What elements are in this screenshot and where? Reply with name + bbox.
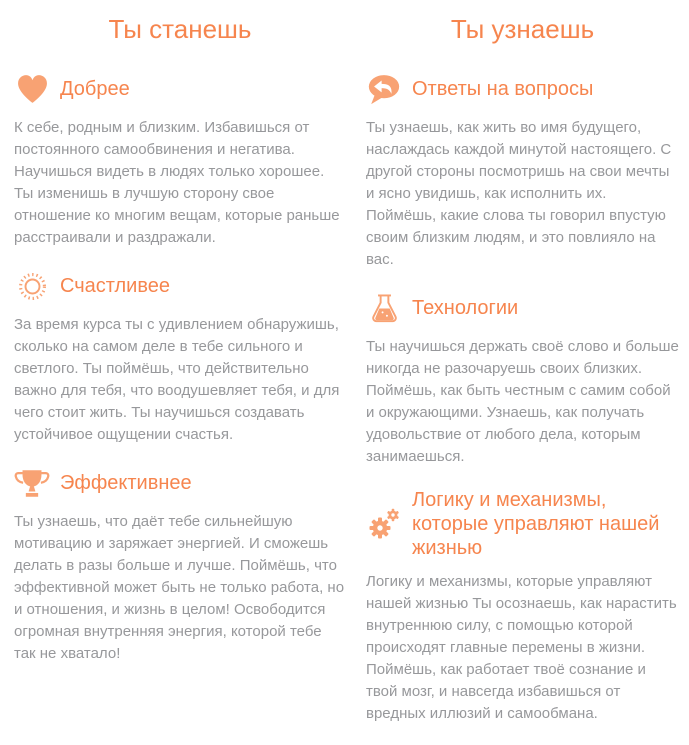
column-title: Ты узнаешь — [450, 14, 595, 44]
section-title: Добрее — [60, 78, 130, 100]
column-you-will-become: Ты станешь Добрее К себе, родным и близк… — [14, 10, 346, 745]
column-you-will-learn: Ты узнаешь Ответы на вопросы Ты узнаешь,… — [366, 10, 679, 745]
section-heading-row: Логику и механизмы, которые управляют на… — [366, 488, 679, 560]
section-body: Логику и механизмы, которые управляют на… — [366, 573, 677, 722]
heart-icon — [14, 74, 50, 104]
section-technologies: Технологии Ты научишься держать своё сло… — [366, 291, 679, 468]
section-title: Технологии — [412, 297, 519, 319]
speech-bubble-reply-icon — [366, 73, 402, 106]
section-title: Ответы на вопросы — [412, 78, 594, 100]
section-more-effective: Эффективнее Ты узнаешь, что даёт тебе си… — [14, 466, 346, 665]
section-body: Ты научишься держать своё слово и больше… — [366, 338, 679, 465]
gears-icon — [366, 507, 402, 541]
section-title: Логику и механизмы, которые управляют на… — [412, 489, 660, 559]
section-body: За время курса ты с удивлением обнаружиш… — [14, 316, 340, 443]
flask-icon — [366, 293, 402, 324]
section-logic-and-mechanisms: Логику и механизмы, которые управляют на… — [366, 488, 679, 725]
section-heading-row: Ответы на вопросы — [366, 72, 679, 106]
section-answers-to-questions: Ответы на вопросы Ты узнаешь, как жить в… — [366, 72, 679, 271]
trophy-icon — [14, 468, 50, 499]
section-title: Эффективнее — [60, 472, 192, 494]
section-heading-row: Счастливее — [14, 269, 346, 303]
sun-icon — [14, 271, 50, 302]
section-body: К себе, родным и близким. Избавишься от … — [14, 119, 340, 246]
column-title: Ты станешь — [108, 14, 252, 44]
section-happier: Счастливее За время курса ты с удивление… — [14, 269, 346, 446]
section-kinder: Добрее К себе, родным и близким. Избавиш… — [14, 72, 346, 249]
section-title: Счастливее — [60, 275, 170, 297]
section-heading-row: Добрее — [14, 72, 346, 106]
section-body: Ты узнаешь, как жить во имя будущего, на… — [366, 119, 672, 268]
section-heading-row: Эффективнее — [14, 466, 346, 500]
section-body: Ты узнаешь, что даёт тебе сильнейшую мот… — [14, 513, 345, 662]
section-heading-row: Технологии — [366, 291, 679, 325]
